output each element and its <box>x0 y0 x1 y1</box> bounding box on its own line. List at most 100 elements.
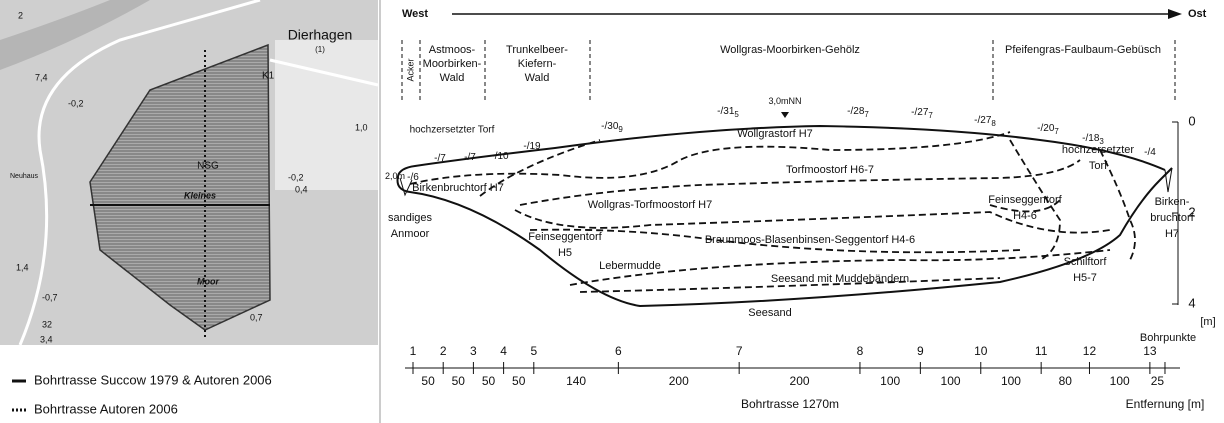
surface <box>397 124 1166 177</box>
elevation-label: 0,7 <box>250 312 263 322</box>
layer-label: bruchtorf <box>1150 212 1194 224</box>
surface-value: -/27 <box>911 107 929 118</box>
distance-label: 100 <box>1110 374 1130 388</box>
zone-label: Wollgras-Moorbirken-Gehölz <box>720 44 860 56</box>
layer-label: Braunmoos-Blasenbinsen-Seggentorf H4-6 <box>705 234 915 246</box>
surface-subscript: 7 <box>928 111 933 120</box>
surface-value: -/28 <box>847 106 865 117</box>
depth-tick-label: 0 <box>1188 113 1195 128</box>
surface-label: -/278 <box>974 115 996 128</box>
surface-label: -/183 <box>1082 133 1104 146</box>
layer-label: hochzersetzter <box>1062 144 1134 156</box>
surface-label: -/19 <box>523 141 541 152</box>
legend-label: Bohrtrasse Autoren 2006 <box>34 401 178 416</box>
zone-label: Wald <box>440 72 465 84</box>
layer-label: Anmoor <box>391 228 430 240</box>
reserve-label: NSG <box>197 161 219 172</box>
road <box>18 0 261 346</box>
surface-subscript: 3 <box>1099 137 1104 146</box>
profile-labels: Acker Astmoos- Moorbirken- Wald Trunkelbeer-… <box>385 44 1216 388</box>
point-label: 9 <box>917 344 924 358</box>
elevation-label: 32 <box>42 319 52 329</box>
layer-label: hochzersetzter Torf <box>410 125 495 136</box>
basin-floor <box>396 167 1173 308</box>
surface-value: -/20 <box>1037 123 1055 134</box>
layer-label: Feinseggentorf <box>988 194 1062 206</box>
surface-label: -/207 <box>1037 123 1059 136</box>
zone-label: Pfeifengras-Faulbaum-Gebüsch <box>1005 44 1161 56</box>
point-label: 4 <box>500 344 507 358</box>
layer-label: H4-6 <box>1013 210 1037 222</box>
reserve-area <box>89 43 271 331</box>
layer-label: H5-7 <box>1073 272 1097 284</box>
surface-subscript: 7 <box>864 110 869 119</box>
surface-value: -/19 <box>523 141 541 152</box>
point-label: 1 <box>410 344 417 358</box>
surface-value: -/4 <box>1144 147 1156 158</box>
layer-label: Birken- <box>1155 196 1190 208</box>
point-label: 3 <box>470 344 477 358</box>
distance-label: 100 <box>941 374 961 388</box>
water <box>0 0 150 70</box>
level-marker <box>781 112 789 118</box>
surface-label: -/277 <box>911 107 933 120</box>
surface-subscript: 8 <box>991 119 996 128</box>
surface-label: -/10 <box>491 151 509 162</box>
zone-label: Kiefern- <box>518 58 557 70</box>
zone-dividers <box>401 40 1176 100</box>
distance-label: 50 <box>452 374 466 388</box>
surface-subscript: 7 <box>1054 127 1059 136</box>
layer-label: Schilftorf <box>1064 256 1108 268</box>
elevation-label: -0,7 <box>42 292 58 302</box>
layer-label: sandiges <box>388 212 433 224</box>
distance-label: 200 <box>790 374 810 388</box>
point-label: 7 <box>736 344 743 358</box>
surface-label: -/4 <box>1144 147 1156 158</box>
surface-value: 3,0mNN <box>768 96 801 106</box>
layer-label: H5 <box>558 247 572 259</box>
surface-value: -/27 <box>974 115 992 126</box>
layer-label: Seesand <box>748 307 791 319</box>
layer-label: Torf <box>1089 160 1108 172</box>
surface-label: 2,0m <box>385 171 405 181</box>
surface-value: -/10 <box>491 151 509 162</box>
zone-label: Wald <box>525 72 550 84</box>
layer-label: Feinseggentorf <box>528 231 602 243</box>
edge <box>399 177 413 197</box>
layer-label: Torfmoostorf H6-7 <box>786 164 874 176</box>
east-label: Ost <box>1188 8 1207 20</box>
surface-label: -/7 <box>464 152 476 163</box>
distance-label: 50 <box>512 374 526 388</box>
point-label: 11 <box>1035 344 1048 358</box>
depth-unit: [m] <box>1200 316 1215 328</box>
field <box>275 40 378 190</box>
arrow-head <box>1168 9 1182 19</box>
distance-label: 80 <box>1059 374 1073 388</box>
depth-tick-label: 4 <box>1188 295 1195 310</box>
west-label: West <box>402 8 428 20</box>
elevation-label: 1,0 <box>355 122 368 132</box>
elevation-label: 0,4 <box>295 184 308 194</box>
track-label: Bohrtrasse 1270m <box>741 397 839 411</box>
surface-value: -/18 <box>1082 133 1100 144</box>
elevation-label: 7,4 <box>35 72 48 82</box>
distance-label: 50 <box>482 374 496 388</box>
surface-value: 2,0m <box>385 171 405 181</box>
elevation-label: -0,2 <box>68 98 84 108</box>
point-label: 13 <box>1143 344 1157 358</box>
surface-value: -/6 <box>407 172 419 183</box>
depth-tick-label: 2 <box>1188 204 1195 219</box>
distance-label: 140 <box>566 374 586 388</box>
distance-label: 25 <box>1151 374 1165 388</box>
surface-label: -/309 <box>601 121 623 134</box>
zone-label: Acker <box>405 58 415 81</box>
point-label: 12 <box>1083 344 1097 358</box>
distance-label: 100 <box>1001 374 1021 388</box>
distance-title: Entfernung [m] <box>1126 397 1205 411</box>
points-title: Bohrpunkte <box>1140 332 1196 344</box>
elevation-label: 1,4 <box>16 262 29 272</box>
elevations: 2 7,4 -0,2 1,0 -0,2 0,4 1,4 -0,7 0,7 3,4 32 <box>16 10 368 344</box>
distance-label: 200 <box>669 374 689 388</box>
surface-label: -/315 <box>717 106 739 119</box>
